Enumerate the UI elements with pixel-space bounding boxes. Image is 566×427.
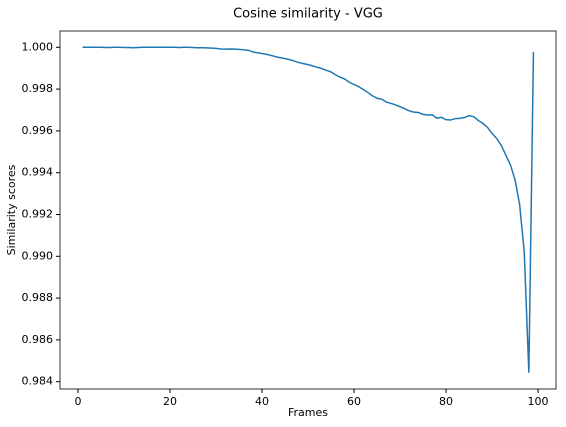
y-tick-label: 0.988	[22, 291, 54, 304]
y-tick-label: 0.984	[22, 375, 54, 388]
x-axis-label: Frames	[288, 406, 328, 419]
chart-title: Cosine similarity - VGG	[233, 7, 383, 22]
y-tick-label: 0.986	[22, 333, 54, 346]
y-axis-label: Similarity scores	[5, 164, 18, 255]
x-tick-label: 0	[74, 395, 81, 408]
y-tick-label: 0.990	[22, 249, 54, 262]
y-tick-label: 1.000	[22, 40, 54, 53]
plot-frame	[59, 30, 557, 390]
y-tick-label: 0.992	[22, 207, 54, 220]
x-tick-label: 40	[255, 395, 269, 408]
y-tick-label: 0.996	[22, 124, 54, 137]
y-tick-label: 0.994	[22, 166, 54, 179]
data-line	[82, 46, 535, 373]
x-tick-label: 20	[163, 395, 177, 408]
x-tick-label: 80	[439, 395, 453, 408]
y-tick-label: 0.998	[22, 82, 54, 95]
x-tick-label: 100	[528, 395, 549, 408]
x-tick-label: 60	[347, 395, 361, 408]
